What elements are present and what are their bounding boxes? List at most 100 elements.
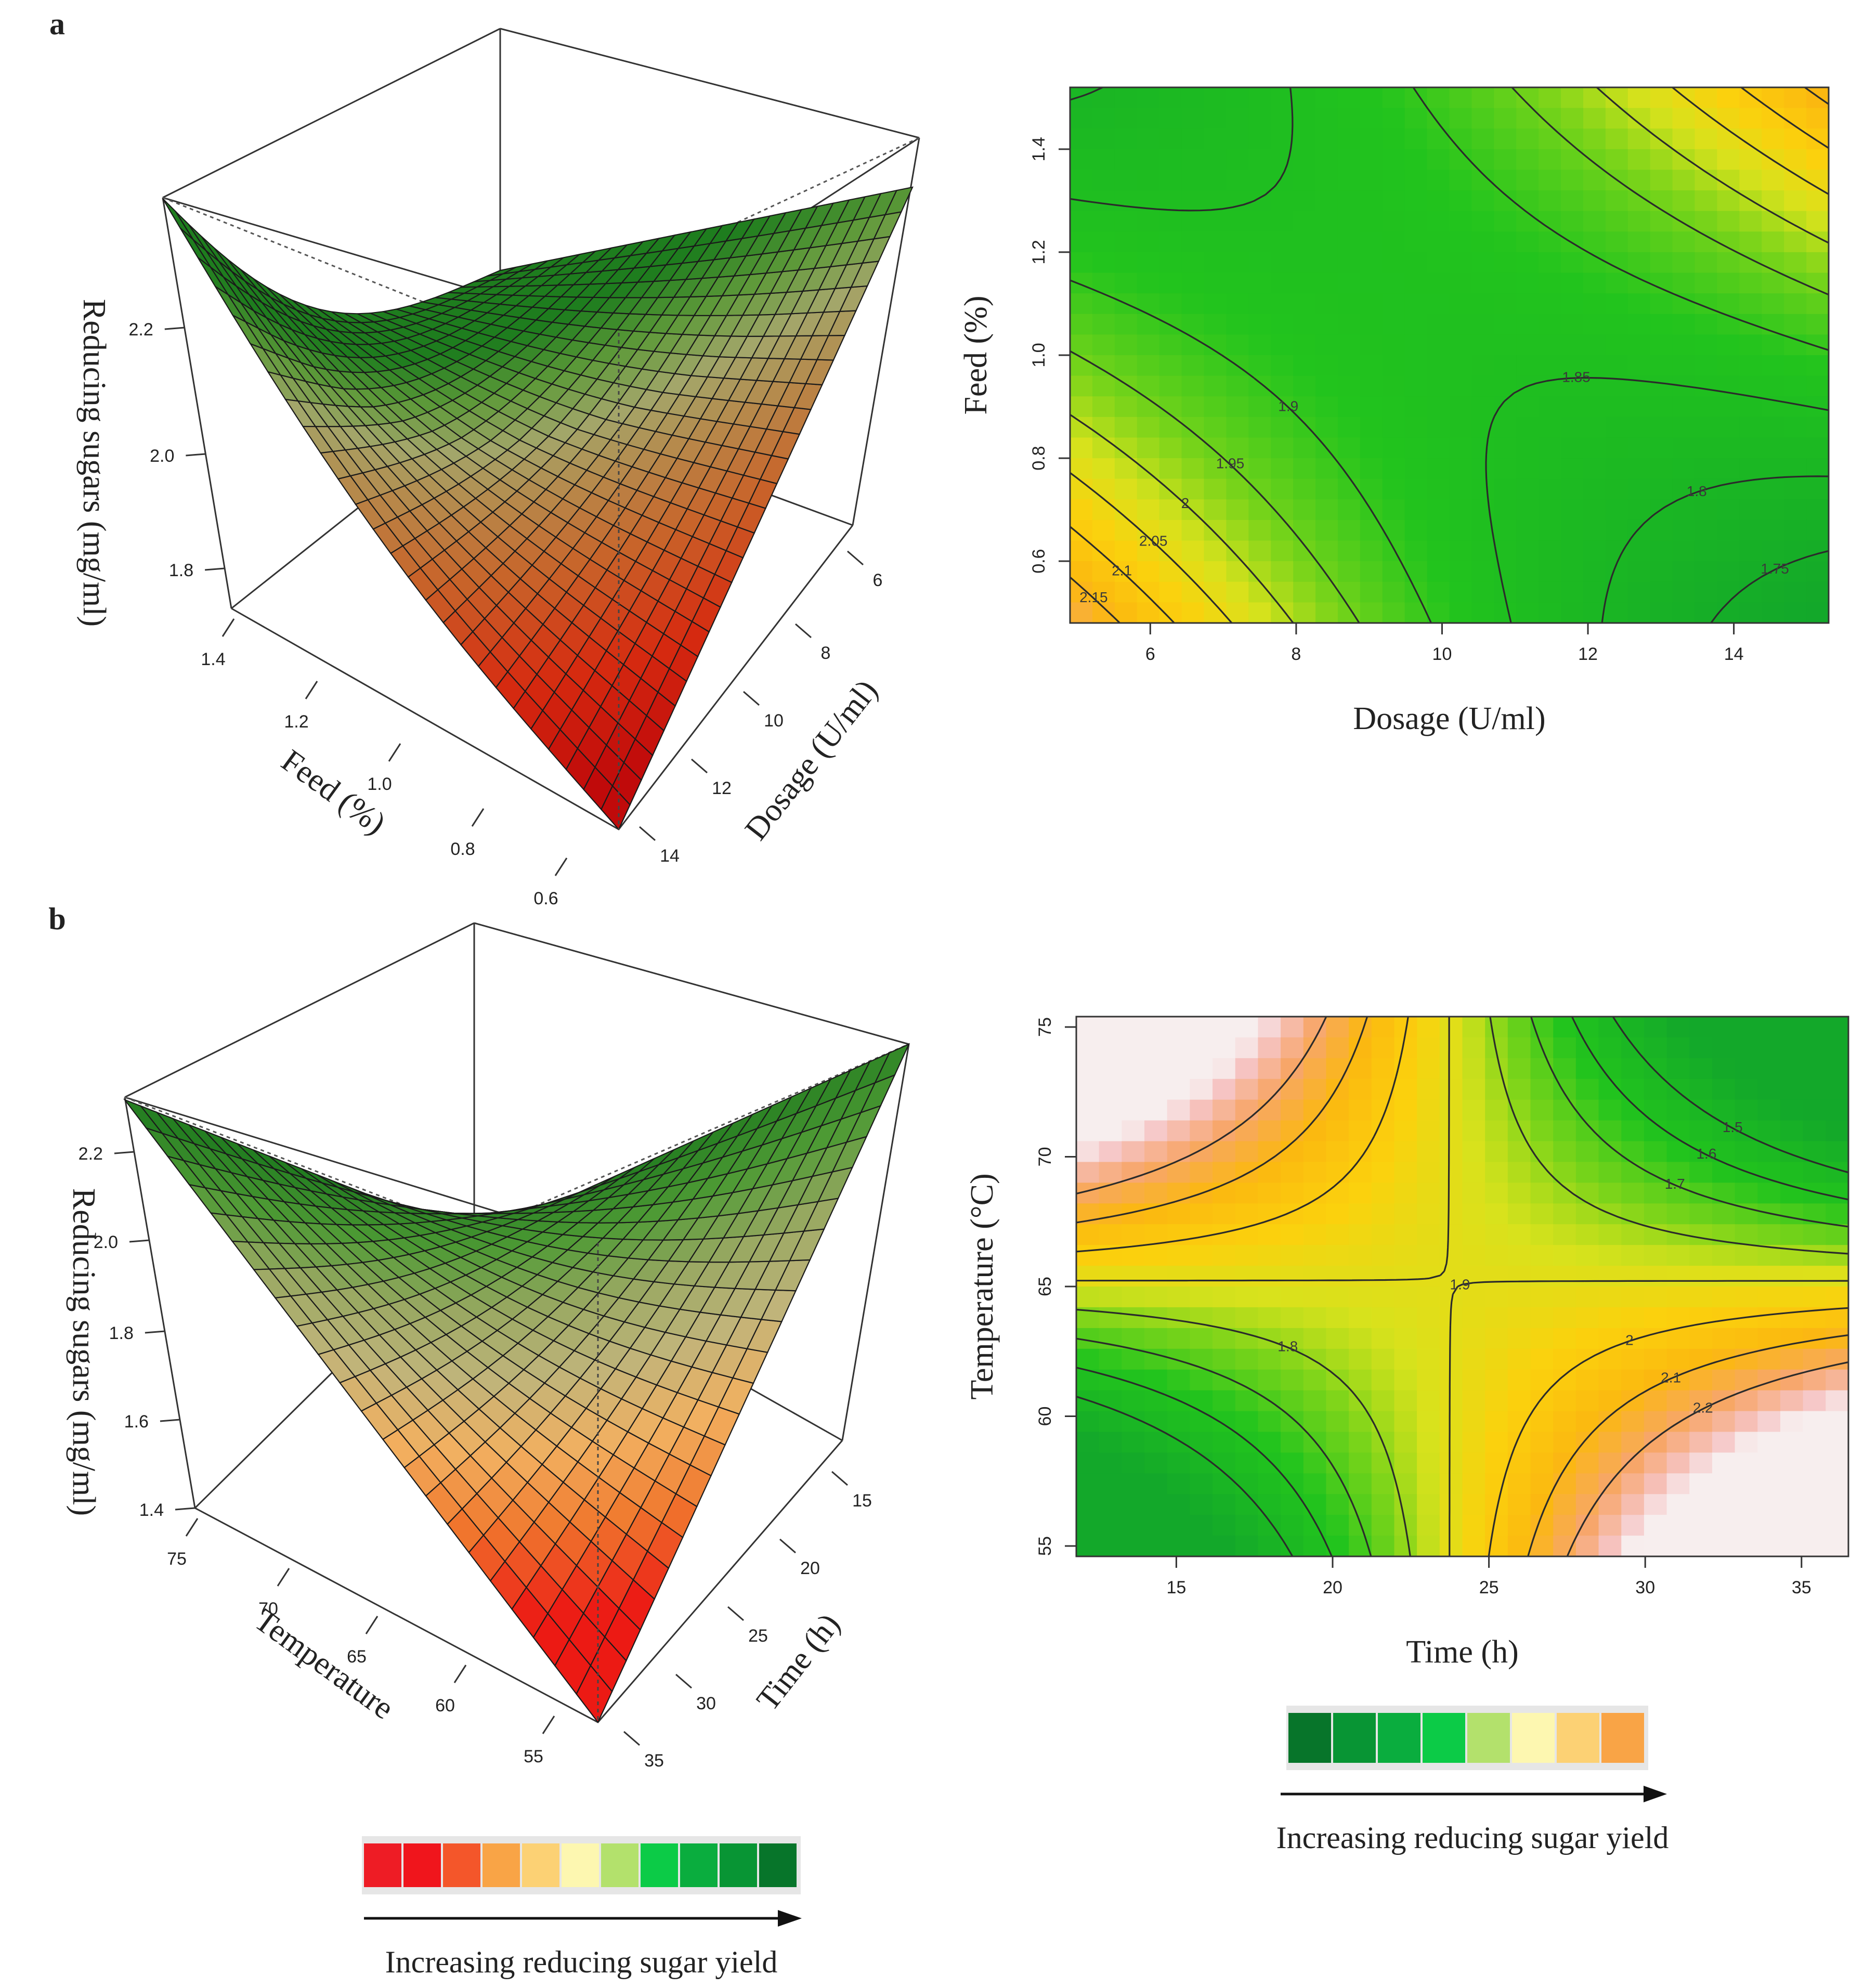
heatmap-cell (1167, 1058, 1190, 1080)
heatmap-cell (1258, 1224, 1281, 1245)
heatmap-cell (1539, 149, 1561, 171)
heatmap-cell (1181, 211, 1205, 232)
heatmap-cell (1644, 1473, 1667, 1495)
heatmap-cell (1689, 1183, 1713, 1204)
heatmap-cell (1382, 108, 1405, 129)
heatmap-cell (1516, 149, 1539, 171)
heatmap-cell (1371, 1390, 1395, 1412)
heatmap-cell (1561, 252, 1584, 274)
heatmap-cell (1099, 1307, 1122, 1329)
heatmap-cell (1248, 458, 1271, 479)
heatmap-cell (1137, 87, 1160, 109)
heatmap-cell (1326, 1411, 1349, 1433)
heatmap-cell (1485, 1307, 1508, 1329)
heatmap-cell (1627, 540, 1651, 562)
heatmap-cell (1190, 1348, 1213, 1370)
heatmap-cell (1213, 1452, 1236, 1474)
heatmap-cell (1485, 1120, 1508, 1142)
heatmap-cell (1561, 499, 1584, 521)
heatmap-cell (1190, 1266, 1213, 1287)
heatmap-cell (1462, 1162, 1485, 1183)
heatmap-cell (1806, 437, 1829, 459)
heatmap-cell (1167, 1536, 1190, 1557)
z-tick-mark (145, 1330, 165, 1334)
heatmap-cell (1293, 252, 1316, 274)
heatmap-cell (1315, 355, 1338, 376)
heatmap-cell (1644, 1183, 1667, 1204)
heatmap-cell (1235, 1390, 1259, 1412)
heatmap-cell (1293, 355, 1316, 376)
heatmap-cell (1598, 1120, 1622, 1142)
heatmap-cell (1114, 211, 1138, 232)
heatmap-cell (1099, 1203, 1122, 1225)
heatmap-cell (1427, 314, 1450, 335)
heatmap-cell (1382, 211, 1405, 232)
heatmap-cell (1076, 1245, 1100, 1266)
heatmap-cell (1621, 1266, 1645, 1287)
heatmap-cell (1553, 1307, 1576, 1329)
heatmap-cell (1539, 437, 1561, 459)
heatmap-cell (1281, 1287, 1304, 1308)
heatmap-cell (1780, 1473, 1804, 1495)
x-tick-label: 35 (1792, 1578, 1811, 1597)
heatmap-cell (1235, 1017, 1259, 1038)
heatmap-cell (1326, 1141, 1349, 1163)
heatmap-cell (1213, 1203, 1236, 1225)
heatmap-cell (1427, 190, 1450, 212)
heatmap-cell (1360, 87, 1383, 109)
heatmap-cell (1717, 128, 1740, 150)
heatmap-cell (1337, 252, 1361, 274)
heatmap-cell (1516, 417, 1539, 438)
heatmap-cell (1417, 1432, 1440, 1453)
heatmap-cell (1394, 1224, 1417, 1245)
heatmap-cell (1689, 1287, 1713, 1308)
y-tick-label: 1.2 (1029, 240, 1049, 264)
heatmap-cell (1621, 1245, 1645, 1266)
heatmap-cell (1712, 1037, 1736, 1059)
heatmap-cell (1114, 128, 1138, 150)
heatmap-cell (1092, 314, 1115, 335)
heatmap-cell (1449, 170, 1472, 191)
heatmap-cell (1583, 375, 1606, 397)
heatmap-cell (1159, 190, 1182, 212)
legend-contour-swatch (1333, 1713, 1376, 1763)
heatmap-cell (1689, 1203, 1713, 1225)
heatmap-cell (1371, 1411, 1395, 1433)
heatmap-cell (1092, 458, 1115, 479)
heatmap-cell (1315, 375, 1338, 397)
heatmap-cell (1485, 1224, 1508, 1245)
heatmap-cell (1803, 1390, 1826, 1412)
heatmap-cell (1598, 1307, 1622, 1329)
x-axis-title: Dosage (U/ml) (1353, 701, 1545, 736)
heatmap-cell (1644, 1494, 1667, 1515)
y-tick-mark (639, 826, 656, 841)
heatmap-cell (1248, 437, 1271, 459)
heatmap-cell (1213, 1079, 1236, 1100)
heatmap-cell (1070, 170, 1093, 191)
contour-level-label: 1.9 (1278, 398, 1298, 414)
heatmap-cell (1159, 355, 1182, 376)
heatmap-cell (1627, 293, 1651, 315)
heatmap-cell (1462, 1452, 1485, 1474)
heatmap-cell (1427, 87, 1450, 109)
heatmap-cell (1303, 1037, 1327, 1059)
heatmap-cell (1784, 458, 1807, 479)
heatmap-cell (1762, 211, 1784, 232)
heatmap-cell (1553, 1432, 1576, 1453)
heatmap-cell (1204, 478, 1227, 500)
heatmap-cell (1258, 1017, 1281, 1038)
heatmap-cell (1598, 1536, 1622, 1557)
heatmap-cell (1803, 1037, 1826, 1059)
heatmap-cell (1485, 1432, 1508, 1453)
heatmap-cell (1439, 1432, 1463, 1453)
heatmap-cell (1144, 1141, 1168, 1163)
heatmap-cell (1583, 211, 1606, 232)
heatmap-cell (1258, 1245, 1281, 1266)
y-tick-label: 25 (748, 1626, 768, 1646)
heatmap-cell (1114, 396, 1138, 418)
heatmap-cell (1226, 375, 1249, 397)
heatmap-cell (1471, 252, 1494, 274)
heatmap-cell (1561, 561, 1584, 582)
heatmap-cell (1650, 602, 1673, 623)
heatmap-cell (1621, 1452, 1645, 1474)
